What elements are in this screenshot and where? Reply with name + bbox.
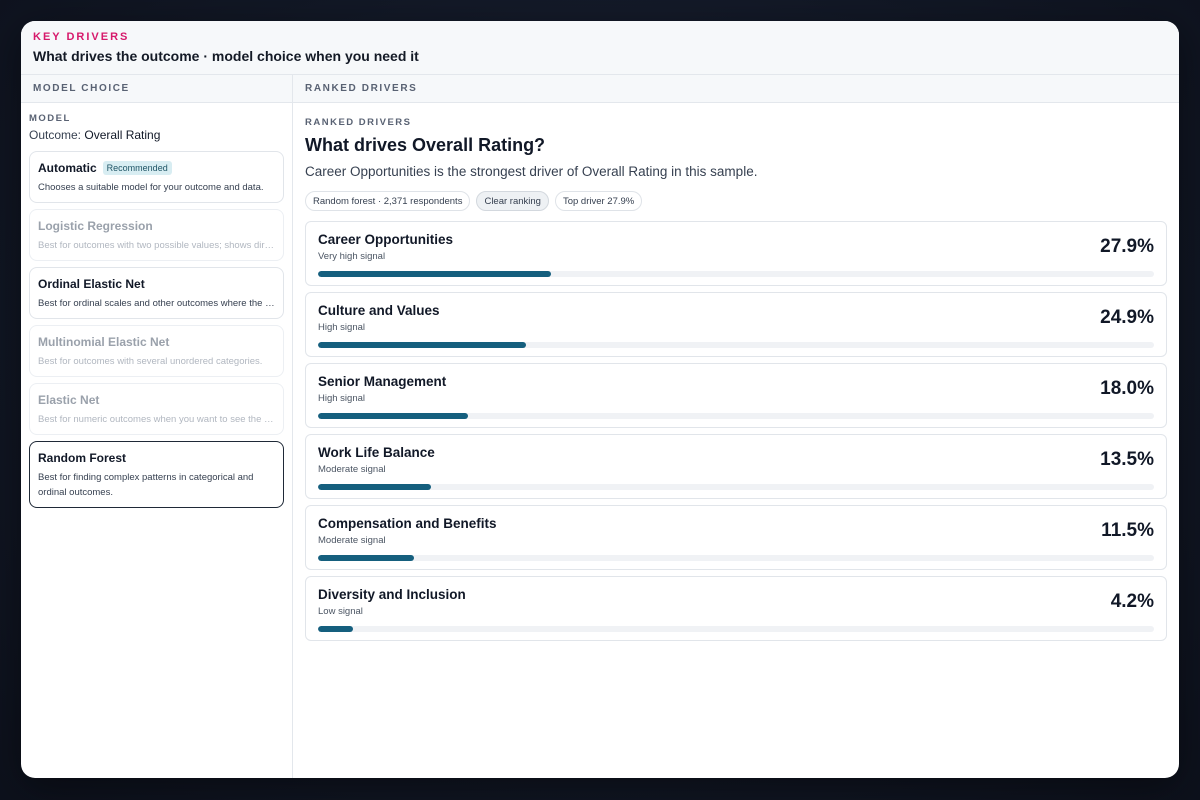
driver-card: Compensation and Benefits Moderate signa…: [305, 505, 1167, 570]
columns: MODEL CHOICE MODEL Outcome: Overall Rati…: [21, 75, 1179, 778]
driver-value: 13.5%: [1100, 449, 1154, 470]
driver-name: Diversity and Inclusion: [318, 587, 466, 602]
driver-list: Career Opportunities Very high signal 27…: [305, 221, 1167, 641]
driver-card: Career Opportunities Very high signal 27…: [305, 221, 1167, 286]
driver-bar-fill: [318, 342, 527, 348]
model-description: Chooses a suitable model for your outcom…: [38, 182, 264, 193]
model-description: Best for finding complex patterns in cat…: [38, 472, 254, 498]
driver-value: 11.5%: [1101, 520, 1154, 541]
driver-card: Work Life Balance Moderate signal 13.5%: [305, 434, 1167, 499]
driver-signal: Moderate signal: [318, 464, 386, 475]
model-name-row: Logistic Regression: [38, 218, 275, 234]
model-name: Multinomial Elastic Net: [38, 335, 170, 349]
app-eyebrow: KEY DRIVERS: [33, 31, 130, 43]
app-window: KEY DRIVERS What drives the outcome · mo…: [21, 21, 1179, 778]
driver-bar-track: [318, 626, 1154, 632]
driver-bar-track: [318, 484, 1154, 490]
model-description: Best for outcomes with several unordered…: [38, 356, 263, 367]
model-name-row: Ordinal Elastic Net: [38, 276, 275, 292]
model-name-row: Multinomial Elastic Net: [38, 334, 275, 350]
model-name-row: Random Forest: [38, 450, 275, 466]
driver-bar-track: [318, 271, 1154, 277]
model-description: Best for outcomes with two possible valu…: [38, 240, 275, 251]
model-label: MODEL: [29, 113, 71, 124]
model-option-elastic-net: Elastic Net Best for numeric outcomes wh…: [29, 383, 284, 435]
model-choice-header: MODEL CHOICE: [21, 75, 292, 103]
model-choice-panel: MODEL CHOICE MODEL Outcome: Overall Rati…: [21, 75, 293, 778]
top-driver-chip: Top driver 27.9%: [554, 191, 643, 211]
section-eyebrow: RANKED DRIVERS: [305, 117, 412, 128]
app-header: KEY DRIVERS What drives the outcome · mo…: [21, 21, 1179, 75]
driver-bar-fill: [318, 413, 469, 419]
model-choice-body: MODEL Outcome: Overall Rating Automatic …: [21, 103, 292, 508]
outcome-value: Overall Rating: [84, 128, 161, 142]
driver-card: Diversity and Inclusion Low signal 4.2%: [305, 576, 1167, 641]
driver-card: Senior Management High signal 18.0%: [305, 363, 1167, 428]
model-option-logistic-regression: Logistic Regression Best for outcomes wi…: [29, 209, 284, 261]
model-name-row: Elastic Net: [38, 392, 275, 408]
model-option-multinomial-elastic-net: Multinomial Elastic Net Best for outcome…: [29, 325, 284, 377]
recommended-badge: Recommended: [102, 161, 172, 175]
driver-signal: High signal: [318, 393, 365, 404]
ranked-drivers-body: RANKED DRIVERS What drives Overall Ratin…: [293, 103, 1179, 641]
model-respondents-chip: Random forest · 2,371 respondents: [305, 191, 471, 211]
driver-bar-fill: [318, 555, 415, 561]
summary-chips: Random forest · 2,371 respondents Clear …: [305, 191, 1167, 211]
driver-bar-fill: [318, 271, 552, 277]
model-name: Elastic Net: [38, 393, 100, 407]
section-title: What drives Overall Rating?: [305, 135, 546, 155]
driver-value: 27.9%: [1100, 236, 1154, 257]
driver-value: 4.2%: [1110, 591, 1154, 612]
model-description: Best for numeric outcomes when you want …: [38, 414, 275, 425]
driver-name: Work Life Balance: [318, 445, 435, 460]
ranked-drivers-panel: RANKED DRIVERS RANKED DRIVERS What drive…: [293, 75, 1179, 778]
model-name: Random Forest: [38, 451, 127, 465]
driver-bar-track: [318, 555, 1154, 561]
driver-bar-track: [318, 413, 1154, 419]
app-title: What drives the outcome · model choice w…: [33, 48, 419, 64]
driver-name: Culture and Values: [318, 303, 440, 318]
model-name: Logistic Regression: [38, 219, 153, 233]
model-option-ordinal-elastic-net[interactable]: Ordinal Elastic Net Best for ordinal sca…: [29, 267, 284, 319]
driver-card: Culture and Values High signal 24.9%: [305, 292, 1167, 357]
model-name: Automatic: [38, 161, 97, 175]
driver-value: 18.0%: [1100, 378, 1154, 399]
driver-bar-fill: [318, 484, 431, 490]
driver-value: 24.9%: [1100, 307, 1154, 328]
model-name: Ordinal Elastic Net: [38, 277, 145, 291]
driver-name: Career Opportunities: [318, 232, 454, 247]
clear-ranking-chip: Clear ranking: [476, 191, 549, 211]
driver-bar-fill: [318, 626, 354, 632]
driver-signal: Low signal: [318, 606, 363, 617]
driver-signal: Very high signal: [318, 251, 386, 262]
driver-name: Senior Management: [318, 374, 447, 389]
outcome-line: Outcome: Overall Rating: [29, 128, 284, 142]
section-summary: Career Opportunities is the strongest dr…: [305, 164, 758, 179]
driver-signal: High signal: [318, 322, 365, 333]
model-description: Best for ordinal scales and other outcom…: [38, 298, 275, 309]
model-option-random-forest[interactable]: Random Forest Best for finding complex p…: [29, 441, 284, 508]
ranked-drivers-header: RANKED DRIVERS: [293, 75, 1179, 103]
model-option-automatic[interactable]: Automatic Recommended Chooses a suitable…: [29, 151, 284, 203]
driver-bar-track: [318, 342, 1154, 348]
driver-name: Compensation and Benefits: [318, 516, 497, 531]
outcome-prefix: Outcome:: [29, 128, 82, 142]
model-name-row: Automatic Recommended: [38, 160, 275, 176]
driver-signal: Moderate signal: [318, 535, 386, 546]
